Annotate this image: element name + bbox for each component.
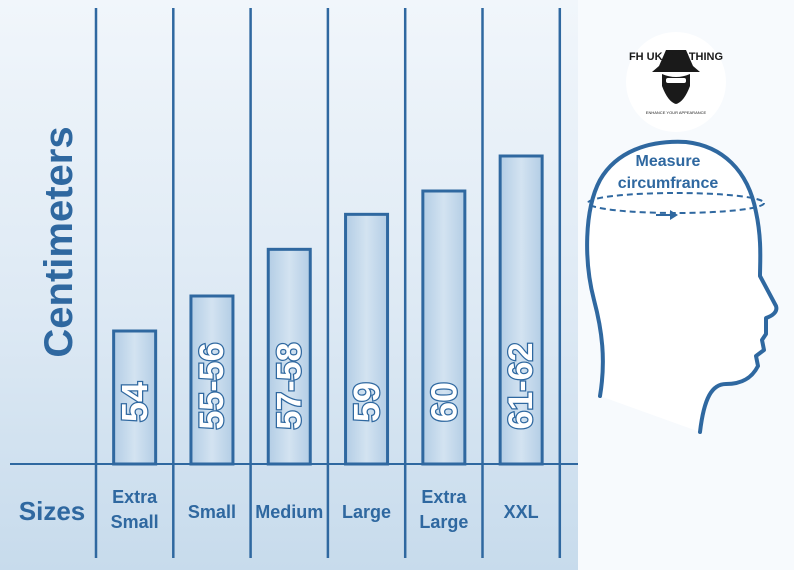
bar: [112, 329, 158, 466]
measure-tape: [587, 192, 765, 214]
column-dividers: [94, 8, 562, 558]
bar-series: 54 55-56 57-58 59 60 61-62: [112, 154, 544, 466]
bar-value-label: 61-62: [502, 343, 540, 430]
category-label-line: Medium: [255, 502, 323, 522]
category-label: XXL: [504, 502, 539, 522]
bar: [189, 294, 235, 466]
category-label: Large: [342, 502, 391, 522]
category-label-line: Extra: [421, 487, 467, 507]
logo-tagline: ENHANCE YOUR APPEARANCE: [646, 110, 707, 115]
bar-value-label: 54: [114, 382, 155, 422]
bar-value-label: 60: [423, 382, 464, 422]
category-label: Extra Small: [111, 487, 159, 532]
measure-label-line2: circumfrance: [618, 175, 719, 192]
category-label-line: XXL: [504, 502, 539, 522]
measure-label-line1: Measure: [636, 153, 701, 170]
hat-man-logo-icon: [652, 50, 700, 104]
category-label: Small: [188, 502, 236, 522]
bar-value-label: 59: [346, 382, 387, 422]
bar: [498, 154, 544, 466]
bar-value-label: 57-58: [270, 343, 308, 430]
category-labels: Extra Small Small Medium Large Extra Large XXL: [111, 487, 539, 532]
head-outline: [585, 139, 779, 434]
bar: [266, 247, 312, 466]
brand-logo: FH UK CLOTHING ENHANCE YOUR APPEARANCE: [626, 32, 726, 132]
x-axis-title: Sizes: [19, 496, 86, 526]
y-axis-title: Centimeters: [37, 126, 81, 357]
category-label: Extra Large: [419, 487, 468, 532]
tape-arrow-icon: [656, 210, 678, 220]
bar: [344, 212, 390, 466]
bar-value-label: 55-56: [193, 343, 231, 430]
category-label-line: Large: [342, 502, 391, 522]
logo-text: FH UK CLOTHING: [629, 51, 723, 63]
category-label-line: Extra: [112, 487, 158, 507]
bar: [421, 189, 467, 466]
head-profile-icon: Measure circumfrance: [585, 139, 779, 434]
category-label-line: Small: [111, 512, 159, 532]
category-label: Medium: [255, 502, 323, 522]
logo-eyes-icon: [666, 78, 686, 83]
category-label-line: Small: [188, 502, 236, 522]
category-label-line: Large: [419, 512, 468, 532]
